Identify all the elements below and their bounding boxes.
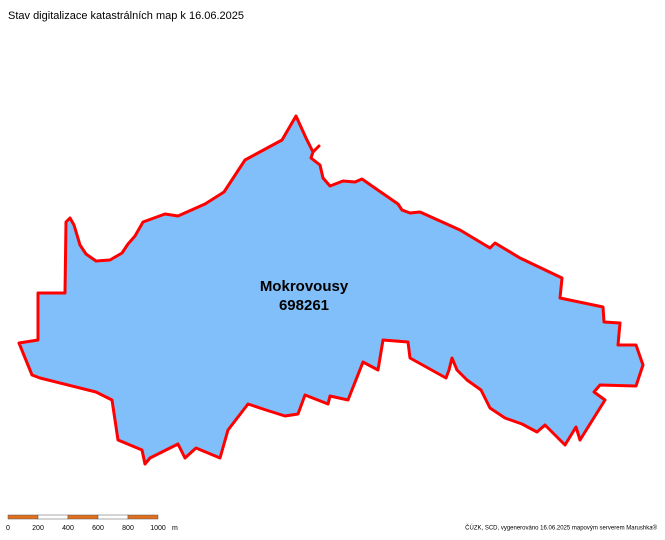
- scale-labels: 0 200 400 600 800 1000: [6, 525, 166, 532]
- attribution: ČÚZK, SCD, vygenerováno 16.06.2025 mapov…: [465, 525, 657, 532]
- scale-unit: m: [172, 525, 178, 532]
- area-name: Mokrovousy: [260, 278, 349, 295]
- map-title: Stav digitalizace katastrálních map k 16…: [8, 10, 244, 22]
- scale-segment: [67, 514, 99, 520]
- scale-label: 1000: [150, 525, 166, 532]
- scale-label: 800: [122, 525, 134, 532]
- cadastral-area: [17, 114, 645, 466]
- area-code: 698261: [279, 297, 329, 314]
- scale-label: 400: [62, 525, 74, 532]
- scale-segment: [127, 514, 159, 520]
- scale-label: 0: [6, 525, 10, 532]
- scale-segment: [37, 514, 69, 520]
- scale-segment: [7, 514, 39, 520]
- scale-bar: [7, 514, 159, 520]
- scale-label: 600: [92, 525, 104, 532]
- scale-label: 200: [32, 525, 44, 532]
- scale-segment: [97, 514, 129, 520]
